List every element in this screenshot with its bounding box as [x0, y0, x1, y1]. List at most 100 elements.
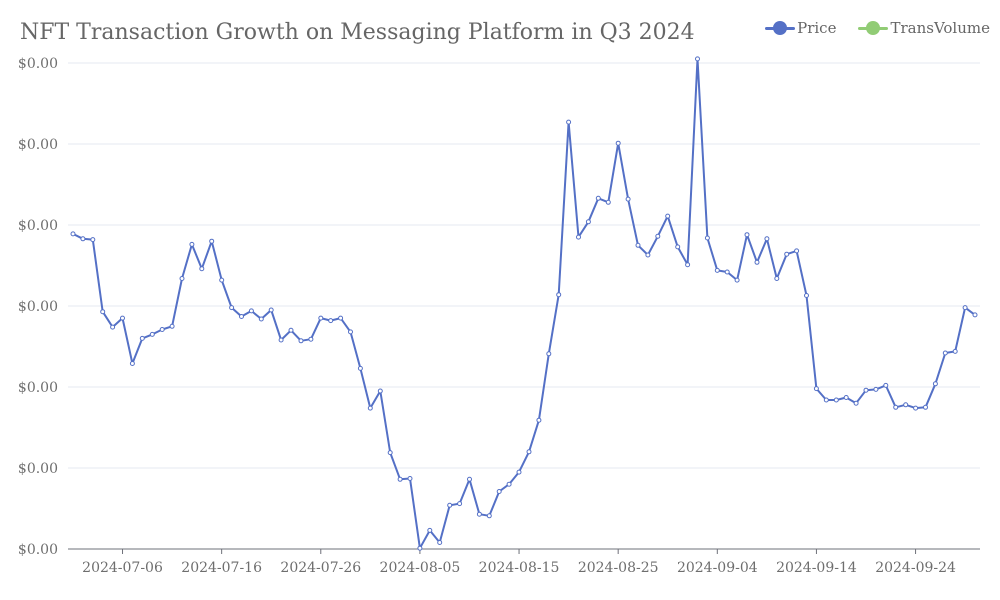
price-data-point — [516, 469, 522, 475]
price-data-point — [873, 386, 879, 392]
price-data-point — [357, 365, 363, 371]
y-tick-label: $0.00 — [18, 380, 58, 396]
legend[interactable]: Price TransVolume — [765, 19, 990, 37]
price-data-point — [744, 232, 750, 238]
price-data-point — [80, 236, 86, 242]
price-data-point — [437, 540, 443, 545]
price-data-point — [972, 312, 978, 318]
price-data-point — [962, 305, 968, 311]
price-data-point — [367, 405, 373, 411]
price-data-point — [219, 277, 225, 283]
price-data-point — [377, 388, 383, 394]
price-data-point — [635, 242, 641, 248]
price-data-point — [932, 381, 938, 387]
price-data-point — [595, 195, 601, 201]
price-data-point — [923, 404, 928, 410]
price-series-line — [72, 57, 976, 550]
price-data-point — [338, 315, 344, 321]
price-data-point — [665, 213, 671, 219]
x-tick-label: 2024-09-14 — [776, 560, 857, 576]
legend-item-transvolume[interactable]: TransVolume — [858, 19, 990, 37]
price-data-point — [536, 417, 542, 423]
price-data-point — [120, 315, 125, 321]
price-data-point — [467, 476, 472, 482]
price-data-point — [199, 266, 205, 272]
price-data-point — [556, 292, 562, 298]
price-data-point — [110, 324, 116, 330]
price-data-point — [615, 140, 621, 146]
price-data-point — [348, 329, 353, 335]
price-data-point — [714, 267, 720, 273]
legend-label-transvolume: TransVolume — [890, 19, 990, 37]
price-data-point — [576, 234, 581, 240]
price-data-point — [625, 196, 631, 202]
price-data-point — [407, 476, 413, 481]
price-data-point — [427, 527, 433, 533]
price-data-point — [833, 397, 839, 403]
x-tick-label: 2024-09-04 — [677, 560, 758, 576]
price-data-point — [278, 337, 284, 343]
y-tick-label: $0.00 — [18, 137, 58, 153]
price-data-point — [447, 502, 453, 508]
price-data-point — [585, 219, 591, 225]
price-data-point — [853, 400, 859, 406]
price-data-point — [942, 350, 948, 356]
price-data-point — [764, 236, 770, 242]
price-data-point — [318, 315, 324, 321]
price-data-point — [169, 323, 175, 329]
price-data-point — [239, 314, 244, 319]
price-data-point — [288, 327, 294, 333]
x-tick-label: 2024-07-16 — [181, 560, 262, 576]
price-data-point — [476, 511, 482, 517]
x-tick-label: 2024-08-25 — [578, 560, 659, 576]
price-data-point — [129, 361, 135, 366]
price-data-point — [417, 545, 423, 551]
price-data-point — [566, 119, 572, 125]
price-data-point — [209, 238, 215, 244]
price-data-point — [546, 351, 552, 357]
price-data-point — [328, 318, 334, 324]
price-data-point — [774, 276, 780, 281]
price-data-point — [248, 308, 254, 314]
price-data-point — [506, 481, 512, 487]
price-data-point — [913, 405, 919, 411]
x-tick-label: 2024-07-26 — [280, 560, 361, 576]
price-data-point — [804, 293, 809, 298]
price-data-point — [298, 338, 304, 344]
legend-swatch-transvolume — [858, 20, 889, 36]
price-data-point — [883, 382, 889, 388]
price-data-point — [179, 276, 185, 281]
price-data-point — [258, 316, 264, 322]
y-tick-label: $0.00 — [18, 461, 58, 477]
y-tick-label: $0.00 — [18, 542, 58, 558]
price-data-point — [189, 241, 195, 247]
price-data-point — [893, 404, 899, 410]
price-data-point — [229, 305, 235, 311]
price-data-point — [268, 307, 274, 313]
y-tick-label: $0.00 — [18, 56, 58, 72]
x-tick-label: 2024-08-05 — [380, 560, 461, 576]
price-data-point — [139, 335, 145, 341]
price-data-point — [863, 387, 869, 393]
legend-item-price[interactable]: Price — [765, 19, 836, 37]
price-data-point — [784, 251, 790, 257]
price-data-point — [823, 397, 829, 403]
price-data-point — [397, 476, 403, 482]
price-data-point — [685, 262, 691, 268]
price-data-point — [645, 252, 651, 258]
price-data-point — [724, 269, 730, 275]
price-data-point — [903, 402, 909, 408]
price-data-point — [813, 386, 819, 392]
x-tick-label: 2024-07-06 — [82, 560, 163, 576]
price-data-point — [159, 327, 165, 332]
y-tick-label: $0.00 — [18, 218, 58, 234]
legend-label-price: Price — [797, 19, 837, 37]
price-data-point — [843, 395, 849, 400]
price-data-point — [734, 277, 740, 283]
price-data-point — [90, 237, 96, 243]
price-data-point — [486, 513, 492, 519]
price-data-point — [675, 244, 681, 250]
price-data-point — [655, 233, 661, 239]
price-data-point — [952, 348, 958, 354]
